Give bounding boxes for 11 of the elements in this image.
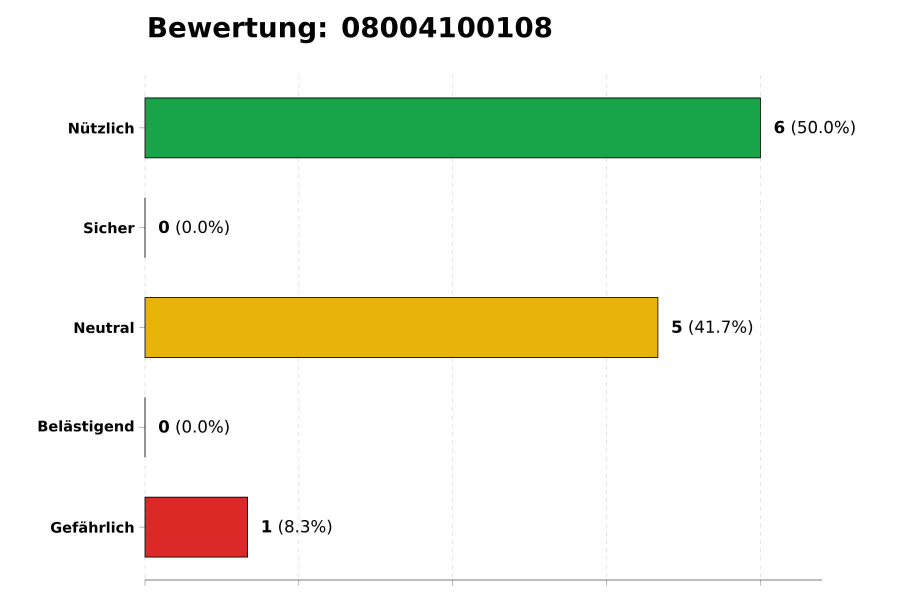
data-label: 5 (41.7%) bbox=[672, 320, 752, 335]
data-label: 1 (8.3%) bbox=[262, 520, 332, 535]
y-tick-label: Sicher bbox=[84, 222, 135, 234]
y-tick-label: Belästigend bbox=[38, 420, 134, 434]
y-tick-label: Neutral bbox=[74, 322, 134, 334]
data-label: 6 (50.0%) bbox=[774, 120, 855, 136]
data-label: 0 (0.0%) bbox=[158, 220, 229, 236]
y-tick-label: Gefährlich bbox=[50, 521, 134, 533]
y-tick-label: Nützlich bbox=[69, 122, 134, 134]
chart-title: Bewertung: 08004100108 bbox=[149, 16, 552, 44]
data-label: 0 (0.0%) bbox=[158, 420, 229, 435]
